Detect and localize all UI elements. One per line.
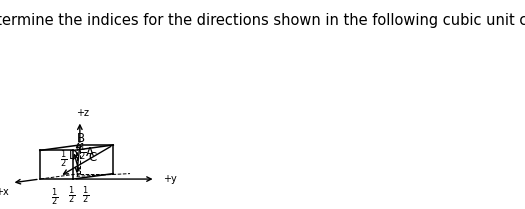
Text: $\frac{1}{2}$  $\frac{1}{2}$: $\frac{1}{2}$ $\frac{1}{2}$: [68, 184, 90, 206]
Text: +z: +z: [76, 108, 89, 118]
Text: +y: +y: [163, 174, 177, 184]
Text: $\frac{1}{2}$: $\frac{1}{2}$: [79, 141, 86, 163]
Text: B: B: [77, 132, 86, 145]
Text: Determine the indices for the directions shown in the following cubic unit cell:: Determine the indices for the directions…: [0, 13, 525, 28]
Text: +x: +x: [0, 187, 9, 197]
Text: A: A: [86, 146, 94, 159]
Text: $\frac{1}{2}$: $\frac{1}{2}$: [60, 148, 67, 170]
Text: C: C: [89, 151, 97, 164]
Text: D: D: [69, 149, 78, 162]
Text: $\frac{1}{2}$: $\frac{1}{2}$: [51, 186, 58, 208]
